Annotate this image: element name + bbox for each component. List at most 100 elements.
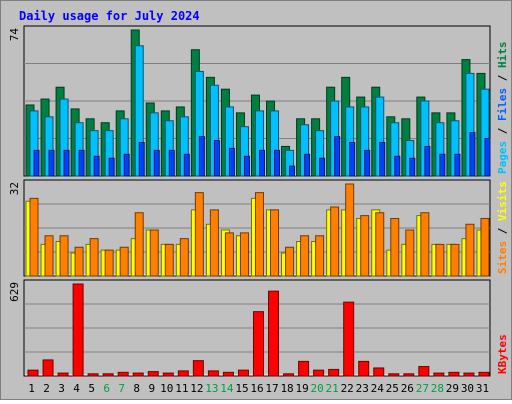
- sites-bar: [254, 192, 264, 277]
- pages-bar: [78, 149, 85, 177]
- pages-bar: [183, 153, 190, 177]
- kbytes-bar: [463, 372, 475, 377]
- x-tick-label: 24: [371, 382, 385, 395]
- sites-bar: [390, 218, 400, 277]
- sites-bar: [285, 246, 295, 277]
- sites-bar: [179, 238, 189, 277]
- sites-bar: [164, 243, 174, 277]
- kbytes-bar: [222, 371, 234, 377]
- pages-bar: [153, 149, 160, 177]
- pages-bar: [33, 149, 40, 177]
- pages-bar: [454, 153, 461, 177]
- kbytes-bar: [313, 369, 325, 377]
- sites-bar: [360, 215, 370, 277]
- pages-bar: [424, 145, 431, 177]
- kbytes-bar: [27, 369, 39, 377]
- sites-bar: [315, 235, 325, 277]
- pages-bar: [364, 149, 371, 177]
- sites-bar: [435, 243, 445, 277]
- sites-bar: [134, 212, 144, 277]
- x-tick-label: 2: [43, 382, 50, 395]
- sites-bar: [300, 235, 310, 277]
- x-tick-label: 17: [265, 382, 278, 395]
- x-tick-label: 26: [401, 382, 414, 395]
- legend-entry: Pages: [496, 141, 509, 174]
- pages-bar: [379, 141, 386, 177]
- pages-bar: [274, 149, 281, 177]
- pages-bar: [108, 157, 115, 177]
- sites-bar: [345, 183, 355, 277]
- sites-bar: [119, 246, 129, 277]
- x-tick-label: 8: [133, 382, 140, 395]
- kbytes-bar: [147, 371, 159, 377]
- legend-entry: /: [496, 221, 509, 241]
- pages-bar: [439, 153, 446, 177]
- x-tick-label: 30: [461, 382, 474, 395]
- x-tick-label: 18: [280, 382, 293, 395]
- sites-bar: [104, 249, 114, 277]
- pages-bar: [334, 136, 341, 177]
- legend-entry: Hits: [496, 42, 509, 69]
- kbytes-bar: [478, 371, 490, 377]
- kbytes-bar: [132, 372, 144, 377]
- x-tick-label: 29: [446, 382, 459, 395]
- kbytes-bar: [373, 367, 385, 377]
- y-max-label: 74: [8, 28, 21, 42]
- x-tick-label: 16: [250, 382, 263, 395]
- kbytes-bar: [268, 290, 280, 377]
- kbytes-bar: [418, 365, 430, 377]
- kbytes-bar: [343, 301, 355, 377]
- legend-entry: /: [496, 68, 509, 88]
- x-tick-label: 19: [295, 382, 308, 395]
- x-tick-label: 1: [28, 382, 35, 395]
- sites-bar: [29, 197, 39, 277]
- legend-entry: KBytes: [496, 334, 509, 374]
- pages-bar: [258, 149, 265, 177]
- sites-bar: [209, 209, 219, 277]
- y-max-label: 32: [8, 182, 21, 195]
- sites-bar: [330, 206, 340, 277]
- kbytes-bar: [252, 311, 264, 377]
- kbytes-bar: [87, 373, 99, 377]
- kbytes-bar: [207, 370, 219, 377]
- sites-bar: [450, 243, 460, 277]
- legend-entry: /: [496, 121, 509, 141]
- kbytes-bar: [403, 373, 415, 377]
- pages-bar: [123, 153, 130, 177]
- sites-bar: [375, 212, 385, 277]
- pages-bar: [228, 147, 235, 177]
- x-tick-label: 11: [175, 382, 188, 395]
- legend-visits-sites: Sites / Visits: [496, 181, 509, 274]
- x-tick-label: 20: [311, 382, 324, 395]
- x-tick-label: 21: [326, 382, 339, 395]
- x-tick-label: 9: [148, 382, 155, 395]
- x-tick-label: 7: [118, 382, 125, 395]
- x-tick-label: 15: [235, 382, 248, 395]
- x-tick-label: 22: [341, 382, 354, 395]
- kbytes-bar: [177, 370, 189, 377]
- x-tick-label: 4: [73, 382, 80, 395]
- sites-bar: [224, 232, 234, 277]
- sites-bar: [74, 246, 84, 277]
- pages-bar: [63, 149, 70, 177]
- sites-bar: [149, 229, 159, 277]
- kbytes-bar: [298, 360, 310, 377]
- x-tick-label: 12: [190, 382, 203, 395]
- legend-entry: Files: [496, 88, 509, 121]
- kbytes-bar: [102, 373, 114, 377]
- pages-bar: [198, 136, 205, 177]
- sites-bar: [465, 223, 475, 277]
- kbytes-bar: [283, 373, 295, 377]
- pages-bar: [168, 149, 175, 177]
- x-tick-label: 14: [220, 382, 234, 395]
- y-max-label: 629: [8, 282, 21, 302]
- sites-bar: [405, 229, 415, 277]
- legend-kbytes: KBytes: [496, 334, 509, 374]
- pages-bar: [304, 153, 311, 177]
- legend-entry: Sites: [496, 241, 509, 274]
- kbytes-bar: [72, 283, 84, 377]
- x-tick-label: 27: [416, 382, 429, 395]
- x-tick-label: 5: [88, 382, 95, 395]
